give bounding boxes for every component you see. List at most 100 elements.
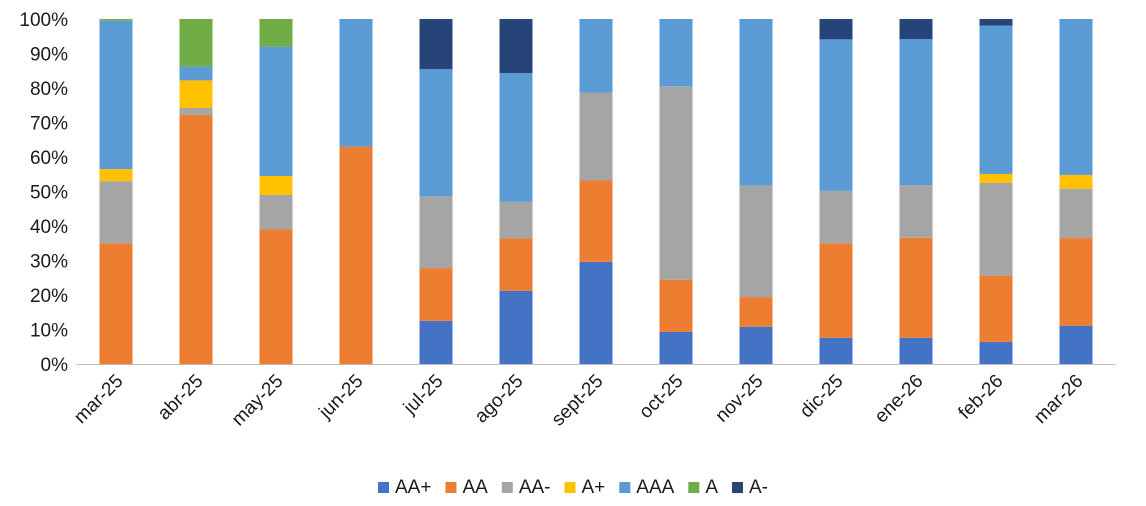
legend-label: AA+ <box>395 477 431 498</box>
y-tick-label: 80% <box>30 79 68 100</box>
y-tick-label: 70% <box>30 114 68 135</box>
bar-segment <box>1059 238 1093 326</box>
bar-segment <box>179 66 213 81</box>
legend-item: AA+ <box>378 477 431 498</box>
bar-segment <box>659 331 693 364</box>
bar-stack <box>339 19 373 364</box>
bar-segment <box>659 279 693 332</box>
bar-segment <box>819 19 853 40</box>
legend-label: AAA <box>636 477 674 498</box>
bar-segment <box>819 243 853 338</box>
bar-stack <box>579 19 613 364</box>
x-tick-label: sept-25 <box>548 371 608 431</box>
legend-label: AA- <box>519 477 551 498</box>
bar-segment <box>499 19 533 74</box>
legend-label: AA <box>462 477 488 498</box>
y-tick-label: 30% <box>30 252 68 273</box>
legend: AA+ AA AA- A+ AAA A A- <box>378 477 768 498</box>
bar-segment <box>1059 174 1093 189</box>
bar-stack <box>499 19 533 364</box>
bar-segment <box>499 73 533 202</box>
bar-segment <box>419 320 453 364</box>
bar-segment <box>259 175 293 195</box>
bar-segment <box>1059 325 1093 364</box>
bar-segment <box>579 261 613 364</box>
x-tick-label: dic-25 <box>796 371 847 422</box>
legend-item: A+ <box>564 477 606 498</box>
bar-segment <box>499 290 533 364</box>
bar-segment <box>179 80 213 109</box>
bar-segment <box>419 19 453 70</box>
bar-segment <box>819 337 853 364</box>
bar-segment <box>899 237 933 338</box>
bar-segment <box>499 201 533 239</box>
bar-segment <box>899 19 933 40</box>
bar-segment <box>979 25 1013 174</box>
bar-segment <box>259 229 293 364</box>
y-tick-label: 100% <box>19 10 68 31</box>
legend-item: A- <box>732 477 768 498</box>
legend-swatch <box>378 482 389 493</box>
bar-segment <box>659 86 693 280</box>
bar-segment <box>739 19 773 186</box>
bar-segment <box>179 108 213 115</box>
bar-segment <box>899 185 933 238</box>
legend-swatch <box>688 482 700 493</box>
bar-segment <box>979 173 1013 183</box>
x-tick-label: mar-26 <box>1030 371 1087 428</box>
bar-stack <box>99 19 133 364</box>
bar-segment <box>579 19 613 93</box>
bar-segment <box>99 243 133 364</box>
bar-segment <box>1059 188 1093 239</box>
bar-stack <box>259 19 293 364</box>
bar-segment <box>979 341 1013 364</box>
x-tick-label: jun-25 <box>315 371 368 424</box>
bar-segment <box>819 190 853 244</box>
legend-swatch <box>501 482 513 493</box>
bar-stack <box>179 19 213 364</box>
bar-segment <box>339 146 373 364</box>
legend-item: A <box>688 477 718 498</box>
bar-segment <box>579 180 613 262</box>
x-tick-label: nov-25 <box>712 371 768 427</box>
y-tick-label: 90% <box>30 45 68 66</box>
bar-segment <box>659 19 693 87</box>
x-tick-label: oct-25 <box>635 371 687 423</box>
bar-segment <box>99 20 133 170</box>
bar-segment <box>99 169 133 182</box>
x-axis: mar-25 abr-25 may-25 jun-25 jul-25 ago-25 sept… <box>70 364 1116 431</box>
bar-stack <box>1059 19 1093 364</box>
legend-item: AA- <box>501 477 551 498</box>
legend-swatch <box>445 482 457 493</box>
legend-item: AAA <box>619 477 675 498</box>
bar-stack <box>819 19 853 364</box>
legend-label: A <box>705 477 718 498</box>
bar-segment <box>739 297 773 327</box>
bar-stack <box>899 19 933 364</box>
legend-label: A- <box>749 477 768 498</box>
legend-swatch <box>732 482 743 493</box>
bar-segment <box>819 39 853 191</box>
x-tick-label: ene-26 <box>871 371 928 428</box>
y-axis: 0% 10% 20% 30% 40% 50% 60% 70% 80% 90% 100% <box>19 10 68 376</box>
bar-stack <box>979 19 1013 364</box>
bar-segment <box>179 114 213 364</box>
bars <box>99 19 1093 364</box>
y-tick-label: 50% <box>30 183 68 204</box>
bar-stack <box>739 19 773 364</box>
legend-swatch <box>564 482 576 493</box>
bar-segment <box>419 268 453 321</box>
x-tick-label: mar-25 <box>70 371 127 428</box>
bar-segment <box>1059 19 1093 175</box>
bar-segment <box>99 181 133 244</box>
y-tick-label: 20% <box>30 286 68 307</box>
legend-label: A+ <box>582 477 606 498</box>
bar-segment <box>899 39 933 186</box>
legend-swatch <box>619 482 631 493</box>
bar-segment <box>259 19 293 47</box>
x-tick-label: abr-25 <box>154 371 208 425</box>
bar-segment <box>179 19 213 67</box>
bar-segment <box>899 337 933 364</box>
bar-segment <box>979 182 1013 276</box>
